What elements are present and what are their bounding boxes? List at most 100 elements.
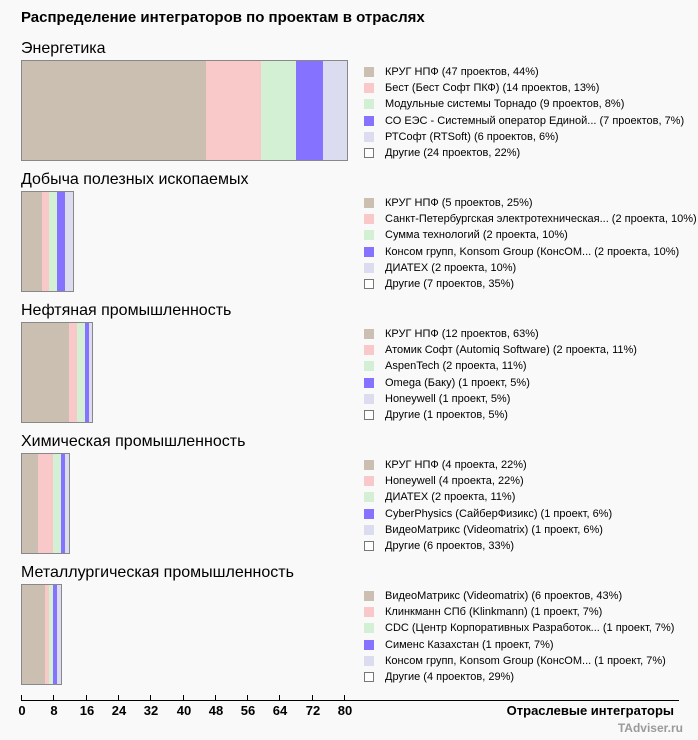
legend-swatch: [364, 410, 374, 420]
legend-label: Другие (4 проектов, 29%): [385, 671, 515, 683]
x-tick: [118, 695, 119, 701]
chart-title: Распределение интеграторов по проектам в…: [21, 9, 425, 26]
stacked-bar: [21, 322, 93, 423]
legend-label: Бест (Бест Софт ПКФ) (14 проектов, 13%): [385, 82, 600, 94]
bar-segment[interactable]: [22, 61, 207, 160]
section-title: Энергетика: [21, 40, 106, 57]
x-tick-label: 56: [240, 703, 256, 718]
legend-label: Omega (Баку) (1 проект, 5%): [385, 377, 530, 389]
x-tick-label: 32: [143, 703, 159, 718]
legend-label: ДИАТЕХ (2 проекта, 11%): [385, 491, 516, 503]
x-tick: [53, 695, 54, 701]
legend-swatch: [364, 656, 374, 666]
legend-swatch: [364, 99, 374, 109]
x-tick: [86, 695, 87, 701]
x-tick-label: 8: [50, 703, 58, 718]
legend-label: КРУГ НПФ (47 проектов, 44%): [385, 66, 539, 78]
legend-label: ВидеоМатрикс (Videomatrix) (1 проект, 6%…: [385, 524, 603, 536]
legend-swatch: [364, 672, 374, 682]
bar-segment[interactable]: [323, 61, 347, 160]
bar-segment[interactable]: [260, 61, 297, 160]
x-tick: [183, 695, 184, 701]
x-tick: [21, 695, 22, 701]
legend-swatch: [364, 198, 374, 208]
bar-segment[interactable]: [76, 323, 85, 422]
legend-swatch: [364, 541, 374, 551]
legend-swatch: [364, 525, 374, 535]
bar-segment[interactable]: [53, 454, 62, 553]
legend-label: Санкт-Петербургская электротехническая..…: [385, 213, 697, 225]
bar-segment[interactable]: [41, 192, 50, 291]
legend-label: Другие (24 проектов, 22%): [385, 147, 521, 159]
legend-label: Honeywell (4 проекта, 22%): [385, 475, 524, 487]
bar-segment[interactable]: [88, 323, 93, 422]
bar-segment[interactable]: [296, 61, 324, 160]
x-tick: [150, 695, 151, 701]
stacked-bar: [21, 191, 74, 292]
legend-swatch: [364, 67, 374, 77]
legend-swatch: [364, 623, 374, 633]
x-tick-label: 40: [176, 703, 192, 718]
legend-swatch: [364, 247, 374, 257]
bar-segment[interactable]: [22, 454, 38, 553]
legend-label: CDC (Центр Корпоративных Разработок... (…: [385, 622, 675, 634]
x-tick: [215, 695, 216, 701]
stacked-bar: [21, 453, 70, 554]
x-tick-label: 16: [79, 703, 95, 718]
section-title: Добыча полезных ископаемых: [21, 171, 249, 188]
bar-segment[interactable]: [22, 585, 46, 684]
legend-label: КРУГ НПФ (12 проектов, 63%): [385, 328, 539, 340]
bar-segment[interactable]: [57, 585, 62, 684]
legend-swatch: [364, 132, 374, 142]
legend-swatch: [364, 509, 374, 519]
bar-segment[interactable]: [65, 192, 73, 291]
legend-swatch: [364, 394, 374, 404]
legend-label: Сименс Казахстан (1 проект, 7%): [385, 639, 554, 651]
x-tick: [279, 695, 280, 701]
legend-swatch: [364, 230, 374, 240]
x-tick-label: 80: [337, 703, 353, 718]
x-tick-label: 48: [208, 703, 224, 718]
legend-swatch: [364, 214, 374, 224]
section-title: Металлургическая промышленность: [21, 564, 294, 581]
legend-label: Клинкманн СПб (Klinkmann) (1 проект, 7%): [385, 606, 603, 618]
bar-segment[interactable]: [57, 192, 66, 291]
bar-segment[interactable]: [45, 585, 50, 684]
legend-swatch: [364, 279, 374, 289]
legend-label: Атомик Софт (Automiq Software) (2 проект…: [385, 344, 637, 356]
bar-segment[interactable]: [206, 61, 261, 160]
section-title: Нефтяная промышленность: [21, 302, 232, 319]
legend-label: Модульные системы Торнадо (9 проектов, 8…: [385, 98, 625, 110]
bar-segment[interactable]: [84, 323, 89, 422]
legend-label: AspenTech (2 проекта, 11%): [385, 360, 527, 372]
bar-segment[interactable]: [61, 454, 66, 553]
legend-swatch: [364, 492, 374, 502]
legend-swatch: [364, 148, 374, 158]
bar-segment[interactable]: [53, 585, 58, 684]
bar-segment[interactable]: [68, 323, 77, 422]
watermark: TAdviser.ru: [617, 721, 683, 735]
stacked-bar: [21, 60, 348, 161]
bar-segment[interactable]: [22, 323, 69, 422]
legend-label: Другие (7 проектов, 35%): [385, 278, 515, 290]
bar-segment[interactable]: [65, 454, 69, 553]
legend-label: Консом групп, Konsom Group (КонсОМ... (2…: [385, 246, 680, 258]
bar-segment[interactable]: [22, 192, 42, 291]
legend-swatch: [364, 476, 374, 486]
legend-swatch: [364, 329, 374, 339]
legend-label: КРУГ НПФ (5 проектов, 25%): [385, 197, 533, 209]
legend-label: Сумма технологий (2 проекта, 10%): [385, 229, 568, 241]
legend-swatch: [364, 83, 374, 93]
x-tick-label: 72: [305, 703, 321, 718]
legend-label: CyberPhysics (СайберФизикс) (1 проект, 6…: [385, 508, 613, 520]
legend-swatch: [364, 591, 374, 601]
bar-segment[interactable]: [49, 192, 58, 291]
legend-swatch: [364, 116, 374, 126]
legend-label: РТСофт (RTSoft) (6 проектов, 6%): [385, 131, 559, 143]
legend-swatch: [364, 640, 374, 650]
x-tick: [344, 695, 345, 701]
bar-segment[interactable]: [37, 454, 54, 553]
bar-segment[interactable]: [49, 585, 54, 684]
legend-swatch: [364, 345, 374, 355]
